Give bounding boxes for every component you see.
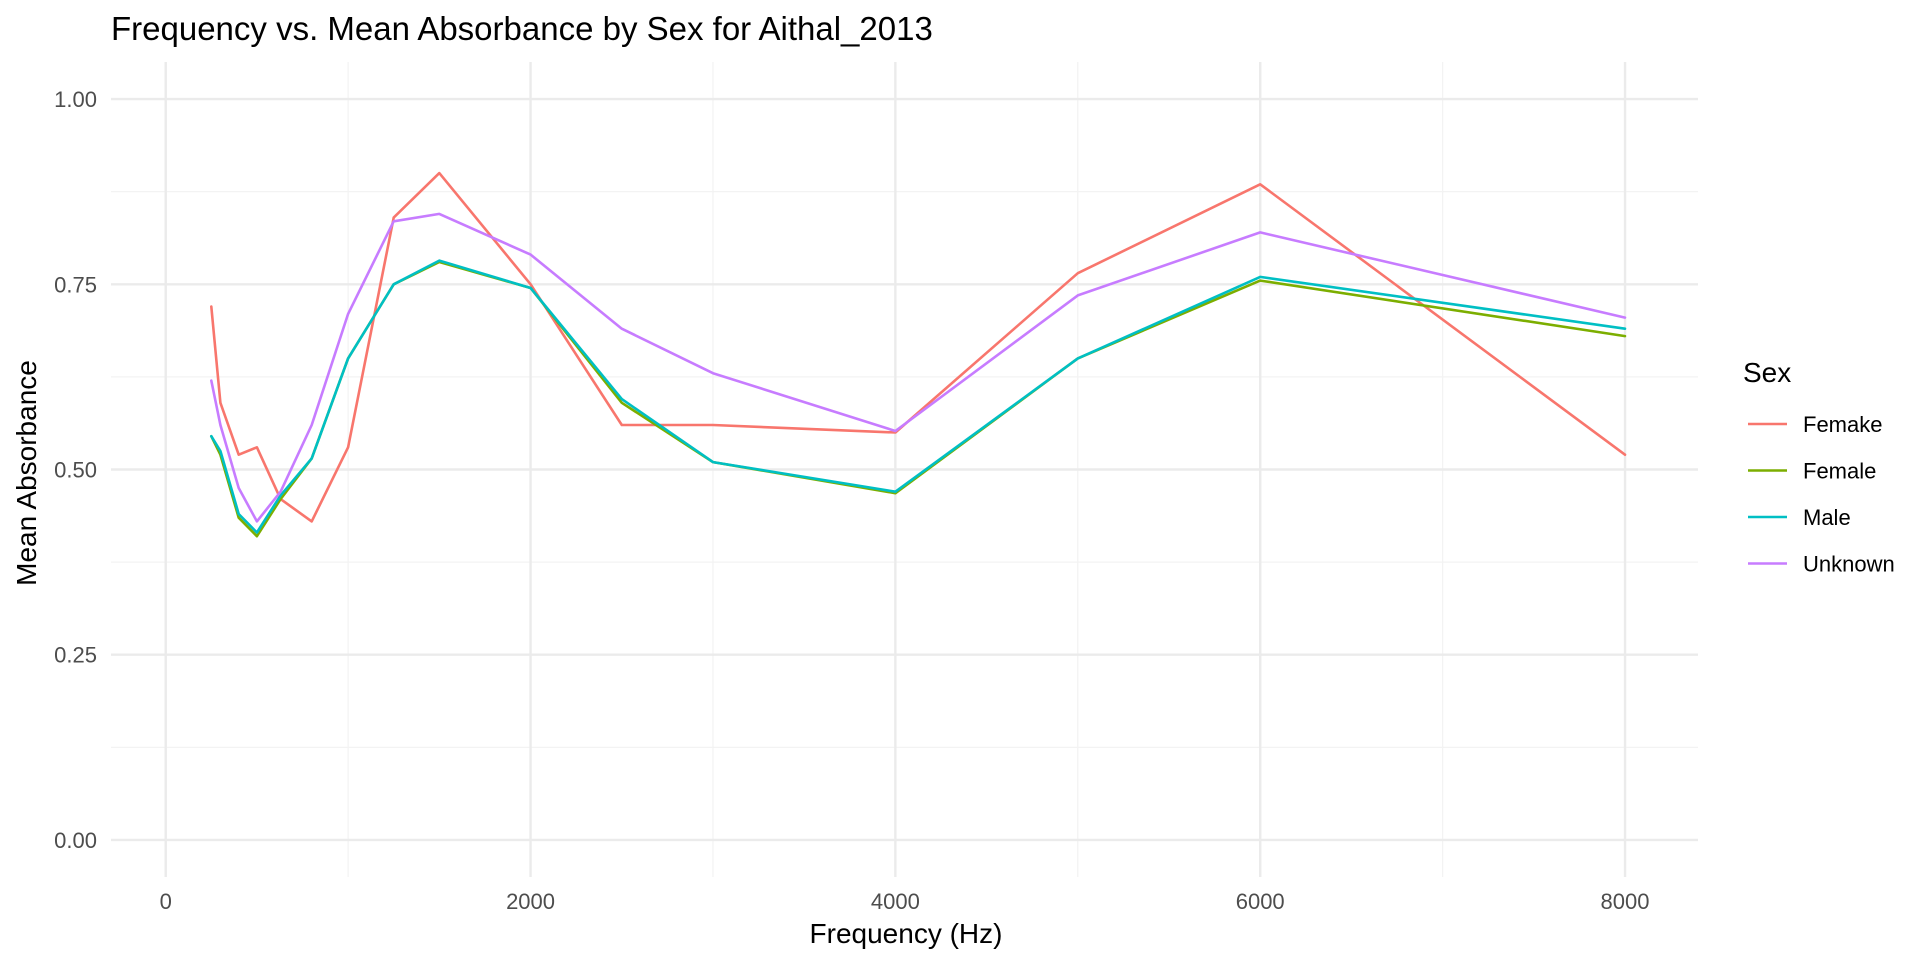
y-tick-label: 0.00 [54, 828, 97, 853]
y-axis-title: Mean Absorbance [11, 360, 42, 586]
series-line-female [210, 260, 1627, 538]
legend-label-female: Female [1803, 459, 1876, 484]
x-axis-title: Frequency (Hz) [810, 918, 1003, 949]
legend: Sex Femake Female Male Unknown [1743, 357, 1895, 577]
x-tick-label: 6000 [1236, 889, 1285, 914]
series-lines [210, 171, 1627, 538]
legend-label-femake: Femake [1803, 412, 1882, 437]
x-tick-label: 4000 [871, 889, 920, 914]
grid [111, 62, 1698, 877]
series-line-unknown [210, 212, 1627, 523]
y-tick-label: 1.00 [54, 87, 97, 112]
x-tick-label: 0 [160, 889, 172, 914]
y-tick-label: 0.75 [54, 272, 97, 297]
legend-title: Sex [1743, 357, 1791, 388]
series-line-femake [210, 171, 1627, 523]
tick-labels: 0 2000 4000 6000 8000 0.00 0.25 0.50 0.75 1.00 [54, 87, 1649, 914]
legend-label-unknown: Unknown [1803, 552, 1895, 577]
chart-title: Frequency vs. Mean Absorbance by Sex for… [111, 10, 933, 47]
legend-label-male: Male [1803, 505, 1851, 530]
x-tick-label: 8000 [1601, 889, 1650, 914]
y-tick-label: 0.50 [54, 458, 97, 483]
x-tick-label: 2000 [506, 889, 555, 914]
y-tick-label: 0.25 [54, 643, 97, 668]
series-line-male [210, 259, 1627, 534]
